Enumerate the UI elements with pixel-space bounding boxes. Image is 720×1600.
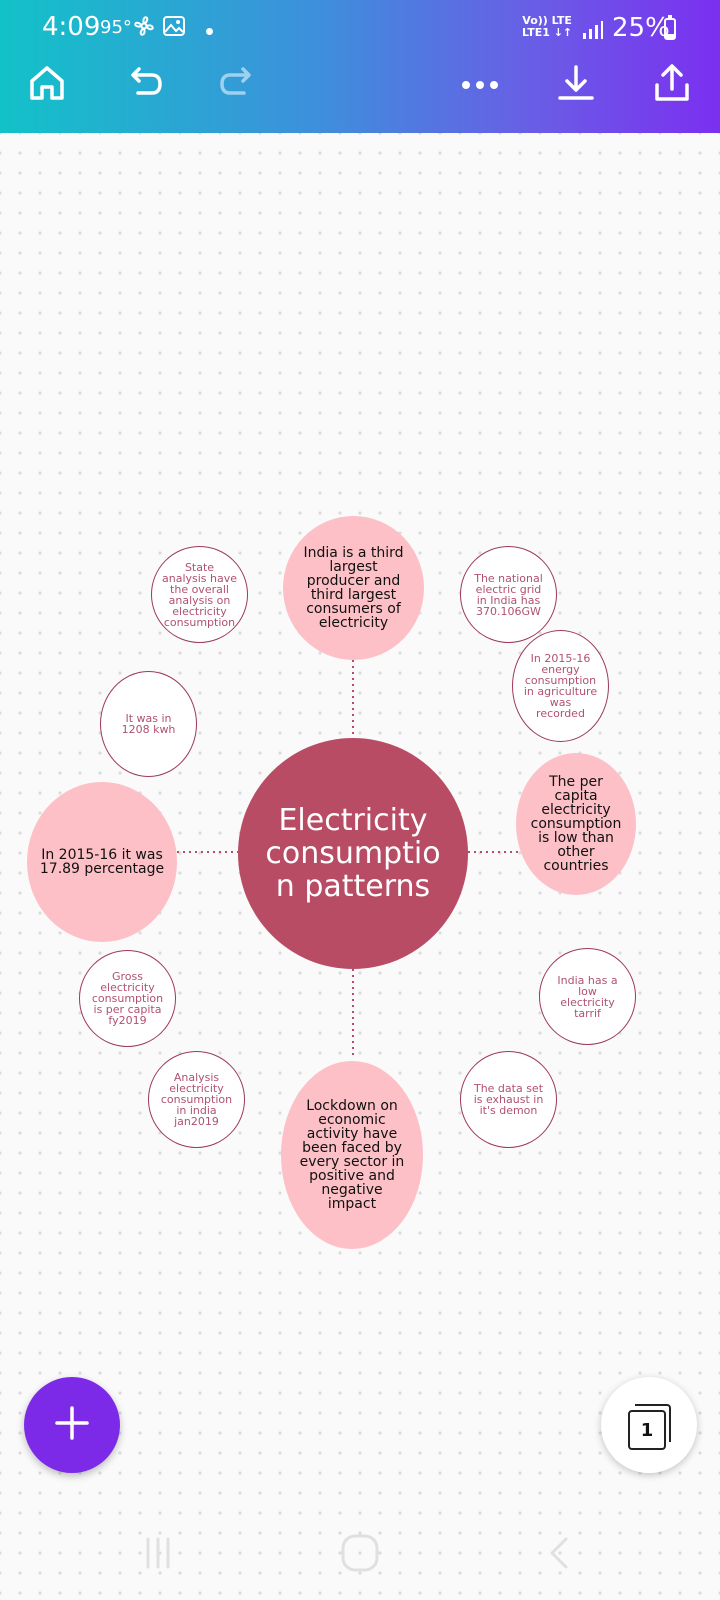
dataset-bubble[interactable]: The data set is exhaust in it's demon bbox=[460, 1051, 557, 1148]
pages-stack-icon bbox=[635, 1404, 671, 1442]
notification-dot bbox=[206, 28, 213, 35]
battery-icon bbox=[664, 15, 676, 40]
top-topic-bubble[interactable]: India is a third largest producer and third… bbox=[283, 516, 424, 660]
back-icon bbox=[540, 1533, 580, 1577]
left-topic-bubble[interactable]: In 2015-16 it was 17.89 percentage bbox=[27, 782, 177, 942]
gross-consumption-text: Gross electricity consumption is per capita… bbox=[91, 970, 164, 1027]
recents-icon bbox=[138, 1533, 178, 1577]
battery-percent: 25% bbox=[612, 13, 670, 43]
state-analysis-text: State analysis have the overall analysis on… bbox=[161, 560, 238, 629]
nav-home-button[interactable] bbox=[330, 1525, 390, 1585]
plus-icon bbox=[54, 1405, 90, 1445]
more-button[interactable] bbox=[457, 62, 503, 108]
national-grid-bubble[interactable]: The national electric grid in India has 370… bbox=[460, 546, 557, 643]
bottom-topic-text: Lockdown on economic activity have been fac… bbox=[299, 1098, 405, 1212]
status-temperature: 95° bbox=[100, 17, 132, 38]
state-analysis-bubble[interactable]: State analysis have the overall analysis on… bbox=[151, 546, 248, 643]
page-count: 1 bbox=[628, 1410, 666, 1450]
fan-icon bbox=[132, 14, 156, 42]
network-bottom: LTE1 ↓↑ bbox=[522, 26, 573, 39]
agriculture-text: In 2015-16 energy consumption in agricultur… bbox=[523, 652, 598, 720]
download-icon bbox=[556, 63, 596, 107]
kwh-bubble[interactable]: It was in 1208 kwh bbox=[100, 671, 197, 777]
tariff-bubble[interactable]: India has a low electricity tarrif bbox=[539, 948, 636, 1045]
redo-button[interactable] bbox=[215, 62, 261, 108]
undo-icon bbox=[124, 63, 164, 107]
design-canvas[interactable]: Electricity consumptio n patterns India is… bbox=[0, 133, 720, 1600]
gallery-icon bbox=[162, 14, 186, 42]
undo-button[interactable] bbox=[121, 62, 167, 108]
bottom-topic-bubble[interactable]: Lockdown on economic activity have been fac… bbox=[281, 1061, 423, 1249]
center-topic-text: Electricity consumptio n patterns bbox=[265, 803, 441, 904]
nav-home-icon bbox=[338, 1531, 382, 1579]
back-button[interactable] bbox=[530, 1525, 590, 1585]
analysis-jan-bubble[interactable]: Analysis electricity consumption in india ja… bbox=[148, 1051, 245, 1148]
dataset-text: The data set is exhaust in it's demon bbox=[473, 1082, 544, 1117]
right-topic-text: The per capita electricity consumption is lo… bbox=[530, 774, 622, 874]
left-topic-text: In 2015-16 it was 17.89 percentage bbox=[39, 847, 165, 877]
kwh-text: It was in 1208 kwh bbox=[121, 712, 176, 736]
national-grid-text: The national electric grid in India has 370… bbox=[474, 571, 543, 618]
redo-icon bbox=[218, 63, 258, 107]
analysis-jan-text: Analysis electricity consumption in india ja… bbox=[160, 1071, 233, 1128]
home-icon bbox=[27, 63, 67, 107]
top-topic-text: India is a third largest producer and third… bbox=[303, 545, 404, 631]
center-topic-bubble[interactable]: Electricity consumptio n patterns bbox=[238, 738, 468, 969]
right-topic-bubble[interactable]: The per capita electricity consumption is lo… bbox=[516, 753, 636, 895]
download-button[interactable] bbox=[553, 62, 599, 108]
status-time: 4:09 bbox=[42, 12, 101, 42]
pages-button[interactable]: 1 bbox=[601, 1377, 697, 1473]
network-indicator: Vo)) LTE LTE1 ↓↑ bbox=[522, 15, 572, 39]
agriculture-bubble[interactable]: In 2015-16 energy consumption in agricultur… bbox=[512, 630, 609, 742]
signal-icon bbox=[582, 20, 604, 44]
home-button[interactable] bbox=[24, 62, 70, 108]
more-icon bbox=[460, 76, 500, 95]
tariff-text: India has a low electricity tarrif bbox=[557, 973, 618, 1020]
share-button[interactable] bbox=[649, 62, 695, 108]
mindmap-connectors bbox=[177, 660, 520, 1058]
network-top: Vo)) LTE bbox=[522, 14, 572, 27]
app-header: 4:09 95° Vo)) LTE LTE1 ↓↑ 25% bbox=[0, 0, 720, 133]
system-nav-bar bbox=[0, 1525, 720, 1585]
recents-button[interactable] bbox=[128, 1525, 188, 1585]
gross-consumption-bubble[interactable]: Gross electricity consumption is per capita… bbox=[79, 950, 176, 1047]
share-icon bbox=[652, 63, 692, 107]
status-bar: 4:09 95° Vo)) LTE LTE1 ↓↑ 25% bbox=[0, 8, 720, 48]
add-element-button[interactable] bbox=[24, 1377, 120, 1473]
